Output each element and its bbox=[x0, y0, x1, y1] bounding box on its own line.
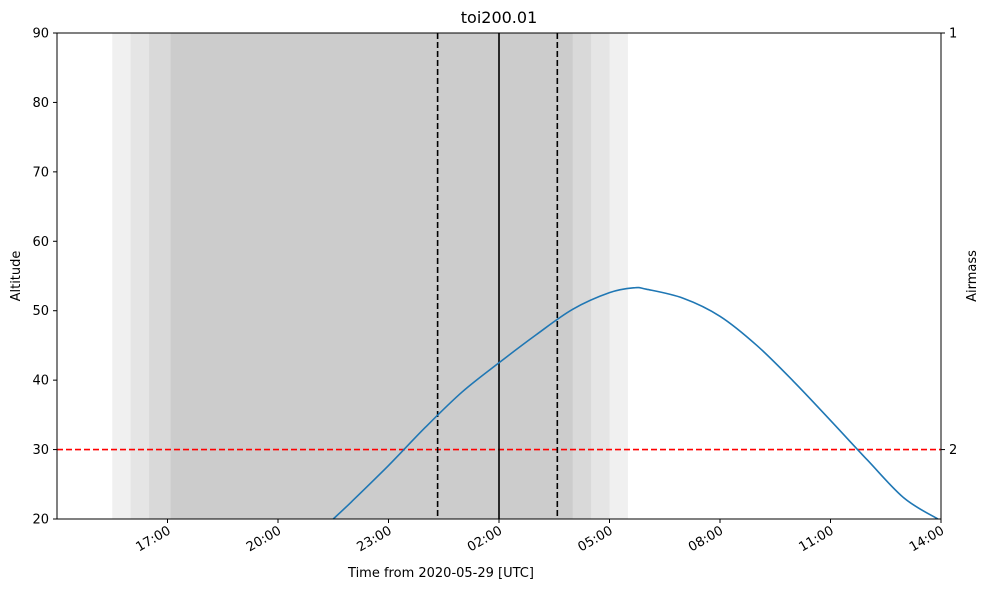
y-tick-label: 40 bbox=[32, 374, 49, 389]
y-tick-label: 80 bbox=[32, 96, 49, 111]
y-tick-label: 70 bbox=[32, 165, 49, 180]
twilight-shading bbox=[112, 33, 628, 519]
x-tick-label: 08:00 bbox=[686, 523, 726, 555]
x-tick-label: 02:00 bbox=[465, 523, 505, 555]
x-tick-label: 17:00 bbox=[134, 523, 174, 555]
y-tick-label: 90 bbox=[32, 27, 49, 42]
altitude-series bbox=[332, 286, 939, 520]
airmass-tick-label: 1 bbox=[949, 27, 957, 42]
altitude-curve bbox=[332, 286, 939, 520]
y-tick-label: 30 bbox=[32, 443, 49, 458]
airmass-tick-label: 2 bbox=[949, 443, 957, 458]
x-ticks: 17:00 20:00 23:00 02:00 05:00 08:00 11:00 14:00 bbox=[134, 519, 947, 555]
y-tick-label: 20 bbox=[32, 513, 49, 528]
x-tick-label: 23:00 bbox=[355, 523, 395, 555]
shade-region bbox=[170, 33, 573, 519]
y-axis-label: Altitude bbox=[9, 251, 24, 302]
y-tick-label: 50 bbox=[32, 304, 49, 319]
x-tick-label: 14:00 bbox=[907, 523, 947, 555]
right-axis-label: Airmass bbox=[965, 250, 980, 302]
x-axis-label: Time from 2020-05-29 [UTC] bbox=[347, 566, 534, 581]
chart-title: toi200.01 bbox=[461, 8, 538, 27]
x-tick-label: 20:00 bbox=[244, 523, 284, 555]
transit-lines bbox=[436, 33, 559, 519]
airmass-ticks: 12 bbox=[941, 27, 957, 458]
x-tick-label: 05:00 bbox=[576, 523, 616, 555]
y-tick-label: 60 bbox=[32, 235, 49, 250]
y-ticks: 20 30 40 50 60 70 80 90 bbox=[32, 27, 57, 528]
x-tick-label: 11:00 bbox=[797, 523, 837, 555]
